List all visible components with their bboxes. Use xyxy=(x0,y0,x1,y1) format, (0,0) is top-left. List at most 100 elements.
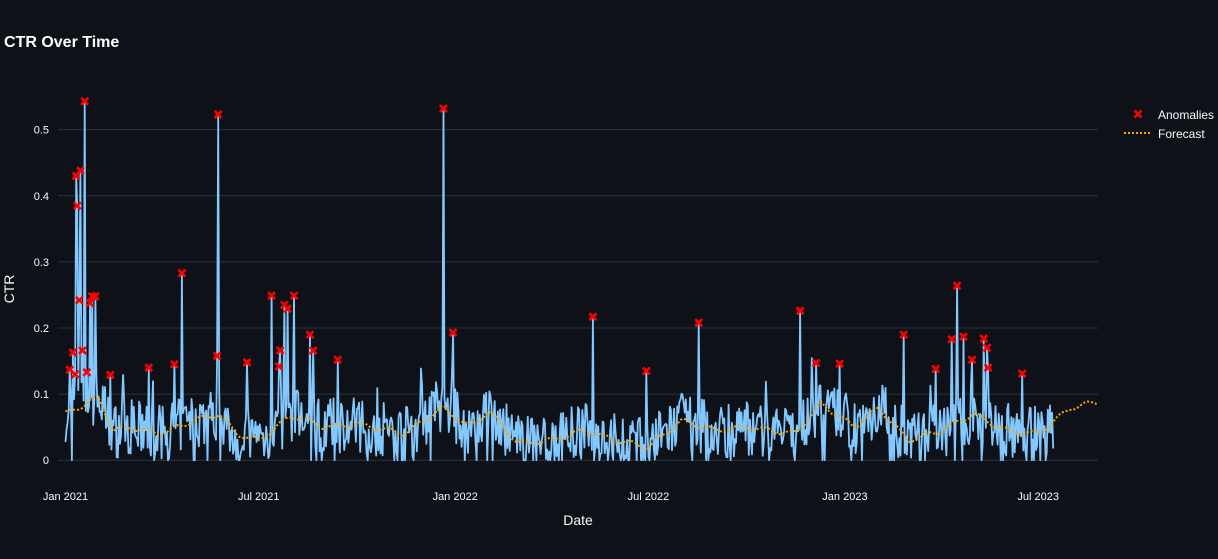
anomaly-point xyxy=(144,363,154,373)
anomaly-marker-stroke xyxy=(959,332,968,342)
anomaly-point xyxy=(274,361,284,371)
anomaly-point xyxy=(947,334,957,344)
forecast-series-line xyxy=(65,394,1098,450)
anomaly-marker-stroke xyxy=(835,359,845,369)
anomaly-marker-stroke xyxy=(811,358,821,368)
x-tick-label: Jan 2021 xyxy=(43,491,88,503)
y-tick-label: 0.5 xyxy=(34,125,49,137)
anomaly-point xyxy=(78,346,87,355)
anomaly-point xyxy=(169,359,179,369)
anomaly-marker-stroke xyxy=(947,334,957,344)
anomaly-marker-stroke xyxy=(212,351,222,361)
anomaly-marker-stroke xyxy=(979,334,989,344)
anomaly-marker-stroke xyxy=(952,281,962,291)
anomaly-marker-stroke xyxy=(795,306,805,316)
anomaly-point xyxy=(795,306,805,316)
anomaly-point xyxy=(835,359,845,369)
legend-item-forecast[interactable]: Forecast xyxy=(1124,127,1205,141)
y-axis-title: CTR xyxy=(1,275,17,304)
anomaly-point xyxy=(275,346,285,355)
anomaly-point xyxy=(105,370,115,380)
anomaly-marker-stroke xyxy=(982,343,992,353)
anomaly-marker-stroke xyxy=(65,365,75,375)
anomaly-point xyxy=(68,348,78,357)
anomaly-point xyxy=(979,334,989,344)
anomaly-marker-stroke xyxy=(90,291,100,301)
anomaly-point xyxy=(333,355,343,365)
anomaly-marker-stroke xyxy=(78,346,87,355)
anomaly-point xyxy=(899,330,909,340)
anomaly-point xyxy=(85,298,95,308)
anomaly-point xyxy=(90,291,100,301)
anomaly-marker-stroke xyxy=(177,268,187,278)
y-tick-label: 0.1 xyxy=(34,389,49,401)
anomaly-point xyxy=(641,366,651,376)
y-tick-label: 0.4 xyxy=(34,191,49,203)
anomaly-marker-stroke xyxy=(105,370,115,380)
y-tick-labels: 0 0.1 0.2 0.3 0.4 0.5 xyxy=(34,125,49,468)
legend-item-anomalies[interactable]: Anomalies xyxy=(1133,108,1215,122)
anomaly-marker-stroke xyxy=(1133,109,1143,119)
anomaly-point xyxy=(439,104,448,113)
anomaly-marker-stroke xyxy=(448,328,458,338)
anomaly-point xyxy=(305,330,315,340)
anomaly-point xyxy=(177,268,187,278)
anomaly-point xyxy=(76,166,85,176)
chart-title: CTR Over Time xyxy=(4,34,120,51)
anomaly-marker-stroke xyxy=(308,346,318,355)
anomaly-point xyxy=(982,343,992,353)
anomaly-marker-stroke xyxy=(68,348,78,357)
anomaly-marker-stroke xyxy=(439,104,448,113)
anomaly-point xyxy=(811,358,821,368)
anomaly-point xyxy=(694,318,704,328)
anomaly-marker-stroke xyxy=(967,355,977,365)
legend-label-anomalies: Anomalies xyxy=(1158,108,1214,122)
anomaly-marker-stroke xyxy=(85,298,95,308)
anomaly-point xyxy=(959,332,968,342)
anomaly-point xyxy=(80,96,90,106)
anomaly-marker-stroke xyxy=(289,291,299,301)
anomaly-marker-stroke xyxy=(213,110,223,119)
anomaly-point xyxy=(82,367,92,377)
legend-anomaly-x xyxy=(1133,109,1143,119)
anomaly-marker-stroke xyxy=(242,357,252,367)
anomaly-marker-stroke xyxy=(983,363,993,373)
series-layer xyxy=(64,96,1098,462)
anomaly-marker-icon xyxy=(1133,109,1143,119)
anomaly-marker-stroke xyxy=(283,304,292,314)
anomaly-point xyxy=(283,304,292,314)
anomaly-point xyxy=(74,295,84,305)
anomaly-point xyxy=(72,201,82,211)
x-axis-title: Date xyxy=(563,512,593,528)
x-tick-label: Jul 2021 xyxy=(238,491,280,503)
x-tick-label: Jul 2023 xyxy=(1017,491,1059,503)
anomaly-marker-stroke xyxy=(267,291,276,301)
anomaly-marker-stroke xyxy=(76,166,85,176)
anomaly-point xyxy=(952,281,962,291)
anomaly-marker-stroke xyxy=(279,300,289,310)
anomaly-marker-stroke xyxy=(169,359,179,369)
anomaly-marker-stroke xyxy=(305,330,315,340)
y-tick-label: 0 xyxy=(43,455,49,467)
anomaly-marker-stroke xyxy=(931,364,941,374)
anomaly-point xyxy=(267,291,276,301)
anomaly-marker-stroke xyxy=(274,361,284,371)
legend[interactable]: Anomalies Forecast xyxy=(1124,108,1214,141)
x-tick-label: Jan 2023 xyxy=(822,491,867,503)
anomaly-point xyxy=(1017,369,1027,379)
x-tick-label: Jan 2022 xyxy=(433,491,478,503)
anomaly-point xyxy=(931,364,941,374)
anomaly-point xyxy=(588,312,598,322)
anomaly-point xyxy=(213,110,223,119)
anomaly-marker-stroke xyxy=(694,318,704,328)
anomaly-marker-stroke xyxy=(72,201,82,211)
x-tick-label: Jul 2022 xyxy=(628,491,670,503)
anomaly-marker-stroke xyxy=(588,312,598,322)
anomaly-marker-stroke xyxy=(80,96,90,106)
anomaly-point xyxy=(242,357,252,367)
legend-label-forecast: Forecast xyxy=(1158,127,1205,141)
anomaly-marker-stroke xyxy=(275,346,285,355)
anomaly-point xyxy=(289,291,299,301)
y-tick-label: 0.2 xyxy=(34,323,49,335)
